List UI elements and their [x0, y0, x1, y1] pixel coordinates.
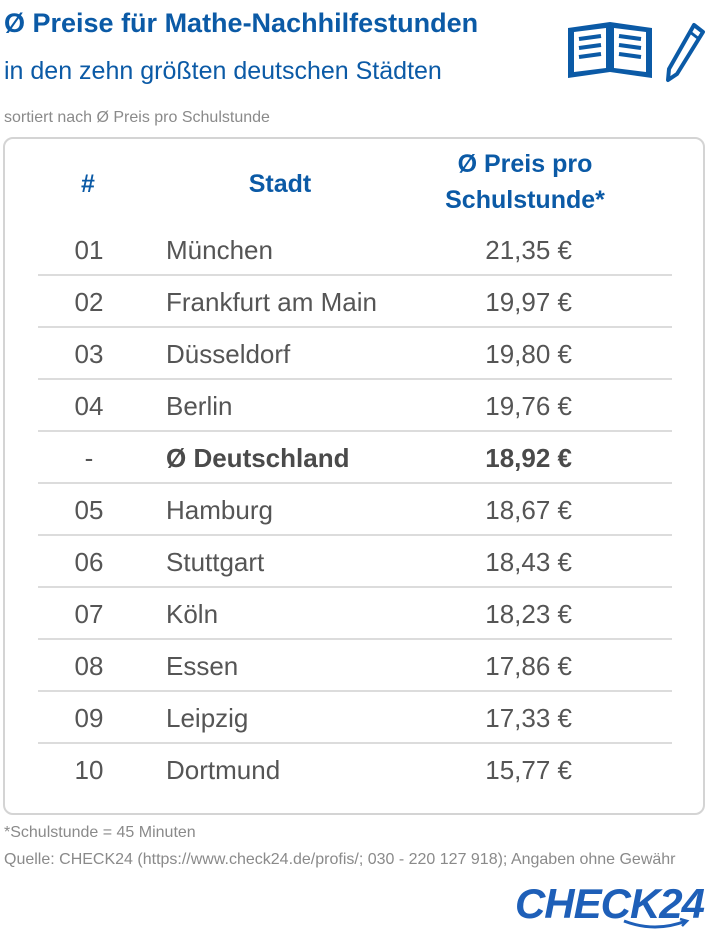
check24-logo: CHECK24: [514, 880, 705, 927]
row-rank: 10: [74, 755, 104, 785]
row-rank: -: [84, 443, 94, 473]
table-row: 04 Berlin 19,76 €: [38, 380, 672, 432]
table-row: 05 Hamburg 18,67 €: [38, 484, 672, 536]
pencil-icon: [666, 23, 705, 82]
row-city: München: [166, 235, 273, 265]
column-header-price-line2: Schulstunde*: [445, 186, 605, 214]
row-rank: 01: [74, 235, 104, 265]
table-row: 01 München 21,35 €: [38, 224, 672, 276]
table-row: 10 Dortmund 15,77 €: [38, 744, 672, 796]
row-city: Frankfurt am Main: [166, 287, 377, 317]
table-row: 02 Frankfurt am Main 19,97 €: [38, 276, 672, 328]
source-note: Quelle: CHECK24 (https://www.check24.de/…: [4, 851, 676, 868]
table-row: 03 Düsseldorf 19,80 €: [38, 328, 672, 380]
row-divider: [38, 378, 672, 380]
row-rank: 02: [74, 287, 104, 317]
row-price: 18,23 €: [485, 599, 572, 629]
row-price: 18,67 €: [485, 495, 572, 525]
row-city: Hamburg: [166, 495, 273, 525]
row-city: Ø Deutschland: [166, 443, 350, 473]
row-rank: 07: [74, 599, 104, 629]
row-city: Düsseldorf: [166, 339, 291, 369]
row-price: 18,92 €: [485, 443, 572, 473]
logo-swoosh-icon: [623, 917, 690, 929]
column-header-price: Ø Preis pro Schulstunde*: [400, 146, 650, 218]
row-divider: [38, 690, 672, 692]
open-book-icon: [568, 22, 652, 78]
row-divider: [38, 326, 672, 328]
row-city: Essen: [166, 651, 239, 681]
row-price: 21,35 €: [485, 235, 572, 265]
table-body: 01 München 21,35 € 02 Frankfurt am Main 19,97…: [38, 224, 672, 796]
row-city: Dortmund: [166, 755, 281, 785]
row-rank: 04: [74, 391, 104, 421]
row-price: 18,43 €: [485, 547, 572, 577]
row-city: Berlin: [166, 391, 233, 421]
footnote: *Schulstunde = 45 Minuten: [4, 824, 196, 841]
column-header-price-line1: Ø Preis pro: [457, 150, 593, 178]
sort-note: sortiert nach Ø Preis pro Schulstunde: [4, 109, 270, 126]
row-rank: 03: [74, 339, 104, 369]
row-divider: [38, 482, 672, 484]
row-rank: 06: [74, 547, 104, 577]
row-divider: [38, 534, 672, 536]
row-city: Stuttgart: [166, 547, 265, 577]
row-city: Köln: [166, 599, 219, 629]
row-price: 19,76 €: [485, 391, 572, 421]
table-row: 09 Leipzig 17,33 €: [38, 692, 672, 744]
row-price: 19,97 €: [485, 287, 572, 317]
row-price: 17,33 €: [485, 703, 572, 733]
page-title: Ø Preise für Mathe-Nachhilfestunden: [4, 8, 479, 38]
row-city: Leipzig: [166, 703, 249, 733]
row-divider: [38, 274, 672, 276]
price-table: [3, 137, 705, 815]
row-price: 17,86 €: [485, 651, 572, 681]
row-divider: [38, 430, 672, 432]
row-divider: [38, 742, 672, 744]
row-price: 19,80 €: [485, 339, 572, 369]
table-row-average: - Ø Deutschland 18,92 €: [38, 432, 672, 484]
row-rank: 09: [74, 703, 104, 733]
table-row: 06 Stuttgart 18,43 €: [38, 536, 672, 588]
row-rank: 08: [74, 651, 104, 681]
row-price: 15,77 €: [485, 755, 572, 785]
row-divider: [38, 586, 672, 588]
row-divider: [38, 638, 672, 640]
table-row: 07 Köln 18,23 €: [38, 588, 672, 640]
column-header-city: Stadt: [248, 170, 312, 198]
table-row: 08 Essen 17,86 €: [38, 640, 672, 692]
page-subtitle: in den zehn größten deutschen Städten: [4, 57, 442, 85]
row-rank: 05: [74, 495, 104, 525]
column-header-rank: #: [81, 170, 95, 198]
